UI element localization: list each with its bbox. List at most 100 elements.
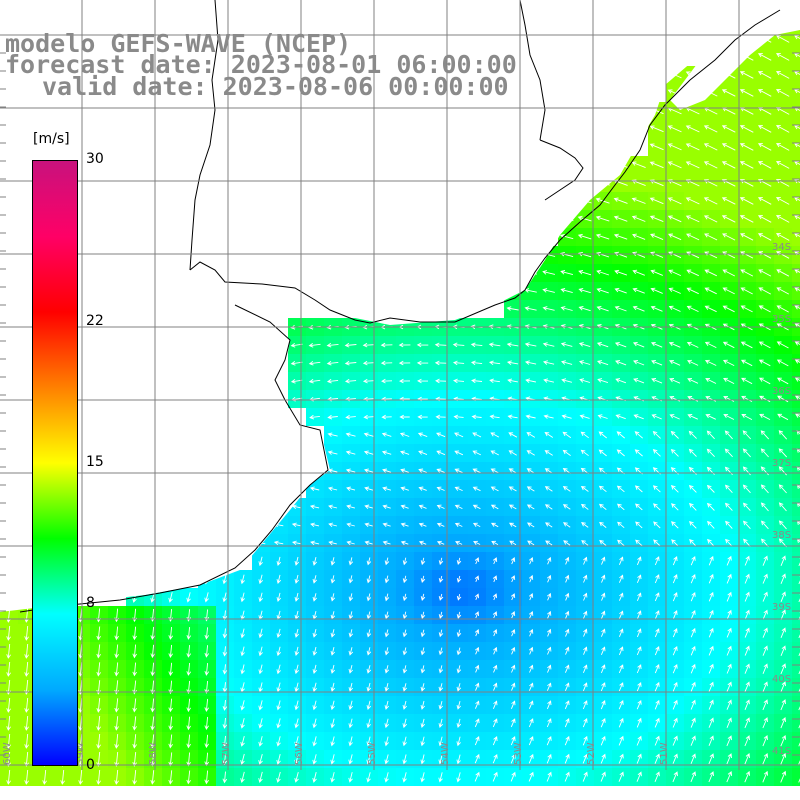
wind-arrow bbox=[780, 717, 786, 729]
wind-arrow bbox=[560, 360, 573, 365]
wind-arrow bbox=[168, 680, 173, 695]
wind-arrow bbox=[402, 772, 407, 783]
wind-arrow bbox=[775, 125, 790, 133]
wind-arrow bbox=[636, 682, 642, 692]
wind-arrow bbox=[582, 753, 588, 764]
wind-arrow bbox=[453, 414, 464, 420]
wind-arrow bbox=[204, 770, 209, 785]
wind-arrow bbox=[690, 627, 696, 638]
wind-arrow bbox=[526, 450, 535, 456]
colorbar bbox=[32, 160, 78, 766]
wind-arrow bbox=[690, 609, 696, 620]
wind-arrow bbox=[24, 607, 29, 623]
wind-arrow bbox=[654, 699, 660, 710]
wind-arrow bbox=[793, 125, 800, 130]
wind-arrow bbox=[704, 305, 717, 313]
wind-arrow bbox=[775, 161, 790, 169]
colorbar-tick-label: 30 bbox=[86, 151, 104, 167]
wind-arrow bbox=[544, 486, 553, 492]
wind-arrow bbox=[276, 628, 282, 639]
wind-arrow bbox=[744, 770, 751, 783]
wind-arrow bbox=[722, 359, 735, 367]
wind-arrow bbox=[617, 521, 625, 529]
wind-arrow bbox=[600, 646, 606, 655]
wind-arrow bbox=[150, 734, 155, 749]
wind-arrow bbox=[276, 700, 281, 711]
wind-arrow bbox=[455, 540, 463, 546]
wind-arrow bbox=[649, 197, 664, 205]
colorbar-tick-label: 8 bbox=[86, 595, 95, 612]
wind-arrow bbox=[348, 575, 354, 584]
wind-arrow bbox=[222, 610, 228, 621]
wind-arrow bbox=[725, 538, 733, 547]
wind-arrow bbox=[330, 754, 335, 765]
wind-speed-cell bbox=[792, 138, 800, 156]
wind-arrow bbox=[596, 305, 609, 312]
longitude-label: 53W bbox=[513, 742, 524, 765]
wind-arrow bbox=[418, 540, 427, 546]
wind-arrow bbox=[384, 736, 389, 747]
wind-arrow bbox=[364, 540, 373, 546]
longitude-labels: 60W 59W 58W 57W 56W 55W 54W 53W 52W 51W bbox=[2, 742, 670, 765]
wind-arrow bbox=[366, 575, 372, 584]
wind-arrow bbox=[402, 736, 407, 747]
chart-title-forecast-date: forecast date: 2023-08-01 06:00:00 bbox=[5, 50, 517, 79]
wind-arrow bbox=[492, 753, 498, 764]
wind-arrow bbox=[739, 125, 754, 133]
wind-arrow bbox=[150, 770, 155, 785]
wind-arrow bbox=[490, 486, 499, 492]
wind-arrow bbox=[721, 143, 736, 151]
wind-arrow bbox=[545, 522, 553, 528]
wind-arrow bbox=[488, 360, 501, 366]
wind-arrow bbox=[726, 735, 732, 747]
wind-arrow bbox=[528, 574, 534, 583]
wind-arrow bbox=[344, 342, 357, 348]
wind-arrow bbox=[327, 414, 338, 420]
wind-arrow bbox=[565, 628, 570, 637]
wind-arrow bbox=[740, 341, 753, 349]
wind-arrow bbox=[780, 573, 786, 584]
wind-arrow bbox=[741, 413, 753, 420]
wind-speed-cell bbox=[792, 210, 800, 228]
wind-arrow bbox=[744, 591, 750, 602]
wind-arrow bbox=[204, 716, 209, 731]
wind-arrow bbox=[706, 502, 715, 511]
wind-arrow bbox=[436, 468, 445, 474]
wind-arrow bbox=[114, 644, 119, 659]
wind-arrow bbox=[381, 450, 392, 455]
wind-arrow bbox=[617, 539, 625, 547]
wind-arrow bbox=[597, 360, 609, 366]
wind-arrow bbox=[793, 35, 800, 40]
wind-arrow bbox=[366, 754, 371, 765]
wind-arrow bbox=[309, 414, 320, 420]
wind-arrow bbox=[132, 752, 137, 767]
wind-arrow bbox=[690, 699, 696, 710]
wind-arrow bbox=[186, 645, 192, 658]
wind-arrow bbox=[613, 233, 628, 240]
wind-arrow bbox=[780, 752, 787, 765]
wind-arrow bbox=[346, 522, 355, 528]
wind-arrow bbox=[579, 414, 590, 419]
wind-arrow bbox=[636, 592, 642, 601]
wind-arrow bbox=[470, 360, 483, 366]
wind-arrow bbox=[472, 450, 482, 456]
wind-arrow bbox=[168, 592, 173, 603]
coastline-lagoa-mirim bbox=[519, 0, 546, 141]
wind-arrow bbox=[649, 215, 664, 223]
wind-arrow bbox=[511, 682, 516, 691]
wind-arrow bbox=[616, 431, 625, 439]
wind-arrow bbox=[596, 269, 610, 276]
wind-arrow bbox=[96, 698, 101, 713]
wind-arrow bbox=[636, 628, 642, 638]
wind-arrow bbox=[775, 197, 790, 205]
wind-arrow bbox=[650, 305, 663, 312]
wind-arrow bbox=[24, 697, 29, 713]
wind-arrow bbox=[456, 683, 462, 692]
wind-arrow bbox=[438, 557, 444, 566]
wind-arrow bbox=[596, 287, 609, 294]
wind-arrow bbox=[776, 359, 789, 367]
wind-arrow bbox=[312, 575, 318, 584]
wind-arrow bbox=[618, 682, 624, 692]
wind-arrow bbox=[722, 233, 736, 241]
wind-arrow bbox=[434, 360, 447, 366]
